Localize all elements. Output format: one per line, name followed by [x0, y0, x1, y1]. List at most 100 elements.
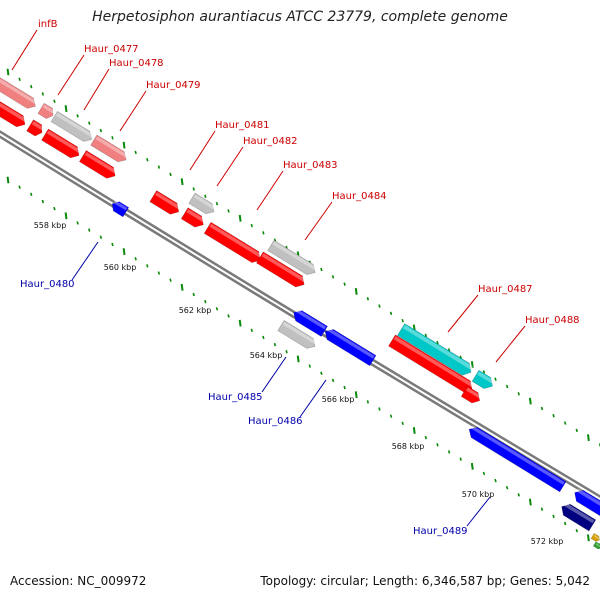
outer-tick — [320, 267, 323, 272]
gene-label-haur_0482[interactable]: Haur_0482 — [243, 136, 298, 147]
gene-haur-0479 — [90, 134, 128, 163]
kbp-label: 570 kbp — [462, 490, 495, 499]
kbp-label: 558 kbp — [34, 221, 67, 230]
gene-label-haur_0488[interactable]: Haur_0488 — [525, 315, 580, 326]
gene-label-haur_0480[interactable]: Haur_0480 — [20, 279, 75, 290]
inner-tick — [389, 414, 393, 418]
gene-haur-0481 — [149, 190, 181, 215]
gene-infb — [0, 72, 38, 109]
leader-line-haur_0481 — [189, 130, 216, 171]
inner-tick — [563, 521, 567, 526]
outer-tick — [227, 209, 230, 213]
inner-tick — [436, 443, 439, 447]
gene-infb-fwd — [0, 97, 28, 128]
outer-tick — [494, 377, 497, 381]
inner-tick — [586, 534, 590, 542]
inner-tick — [343, 385, 346, 390]
gene-haur-0484 — [267, 239, 317, 275]
inner-tick — [401, 421, 404, 426]
leader-line-haur_0486 — [299, 379, 327, 418]
gene-haur-0486 — [324, 327, 377, 367]
leader-line-haur_0487 — [447, 294, 479, 333]
outer-tick — [180, 178, 184, 186]
outer-tick — [53, 99, 56, 103]
gene-features — [0, 72, 600, 550]
kbp-label: 564 kbp — [250, 351, 283, 360]
gene-label-haur_0483[interactable]: Haur_0483 — [283, 160, 338, 171]
outer-tick — [575, 428, 578, 433]
gene-label-haur_0478[interactable]: Haur_0478 — [109, 58, 164, 69]
inner-tick — [41, 199, 45, 204]
inner-tick — [18, 185, 21, 189]
outer-tick — [64, 105, 68, 112]
inner-tick — [99, 235, 103, 239]
inner-tick — [412, 427, 416, 434]
accession-label: Accession: NC_009972 — [10, 574, 147, 588]
gene-haur-0489 — [468, 425, 567, 493]
inner-tick — [30, 192, 33, 197]
kbp-label: 562 kbp — [179, 306, 212, 315]
gene-label-haur_0485[interactable]: Haur_0485 — [208, 392, 263, 403]
inner-tick — [76, 221, 79, 225]
gene-label-haur_0477[interactable]: Haur_0477 — [84, 44, 139, 55]
gene-haur-0477-fwd — [26, 119, 44, 137]
gene-label-haur_0486[interactable]: Haur_0486 — [248, 416, 303, 427]
outer-tick — [540, 406, 544, 411]
leader-line-haur_0479 — [119, 90, 147, 132]
outer-tick — [192, 187, 195, 191]
outer-tick — [111, 136, 114, 140]
inner-tick — [517, 493, 520, 497]
gene-haur-0484-fwd — [256, 251, 307, 288]
inner-tick — [308, 364, 311, 368]
gene-labels: infB Haur_0477 Haur_0478 Haur_0479 Haur_0481… — [11, 19, 580, 537]
outer-tick — [447, 348, 451, 352]
inner-tick — [331, 378, 335, 383]
gene-haur-0487 — [396, 323, 474, 376]
gene-haur-0485-rev — [293, 308, 328, 337]
inner-tick — [354, 391, 358, 399]
outer-tick — [41, 92, 45, 96]
inner-tick — [6, 176, 10, 184]
inner-tick — [262, 335, 265, 340]
outer-tick — [470, 361, 474, 368]
inner-tick — [111, 242, 114, 247]
kbp-label: 568 kbp — [392, 442, 425, 451]
inner-tick — [366, 400, 370, 404]
outer-tick — [99, 128, 103, 133]
leader-line-haur_0489 — [466, 496, 491, 527]
inner-tick — [459, 457, 462, 461]
genome-stats-label: Topology: circular; Length: 6,346,587 bp… — [260, 574, 590, 588]
gene-label-haur_0484[interactable]: Haur_0484 — [332, 191, 387, 202]
outer-tick — [366, 297, 370, 301]
inner-tick — [238, 319, 242, 327]
inner-tick — [169, 278, 172, 282]
gene-edge-green — [592, 541, 600, 550]
gene-label-haur_0479[interactable]: Haur_0479 — [146, 80, 201, 91]
inner-tick — [378, 407, 381, 411]
leader-line-haur_0484 — [304, 201, 333, 241]
gene-label-infB[interactable]: infB — [38, 19, 58, 30]
gene-label-haur_0489[interactable]: Haur_0489 — [413, 526, 468, 537]
inner-tick — [575, 528, 578, 533]
inner-tick — [320, 371, 323, 375]
outer-tick — [262, 231, 265, 235]
kbp-labels: 558 kbp 560 kbp 562 kbp 564 kbp 566 kbp 568 k… — [34, 221, 564, 546]
inner-tick — [470, 462, 474, 470]
outer-tick — [436, 340, 439, 345]
inner-tick — [204, 299, 207, 304]
outer-tick — [215, 201, 219, 206]
gene-haur-0482-other — [188, 192, 216, 215]
inner-tick — [88, 228, 91, 232]
inner-tick — [494, 478, 497, 483]
gene-label-haur_0487[interactable]: Haur_0487 — [478, 284, 533, 295]
inner-tick — [296, 355, 300, 363]
outer-tick — [343, 282, 346, 286]
kbp-label: 572 kbp — [531, 537, 564, 546]
inner-tick — [505, 486, 509, 490]
gene-haur-0488-tail — [460, 385, 482, 404]
outer-tick — [586, 434, 590, 442]
gene-label-haur_0481[interactable]: Haur_0481 — [215, 120, 270, 131]
tick-marks — [6, 68, 600, 547]
inner-tick — [180, 283, 184, 291]
